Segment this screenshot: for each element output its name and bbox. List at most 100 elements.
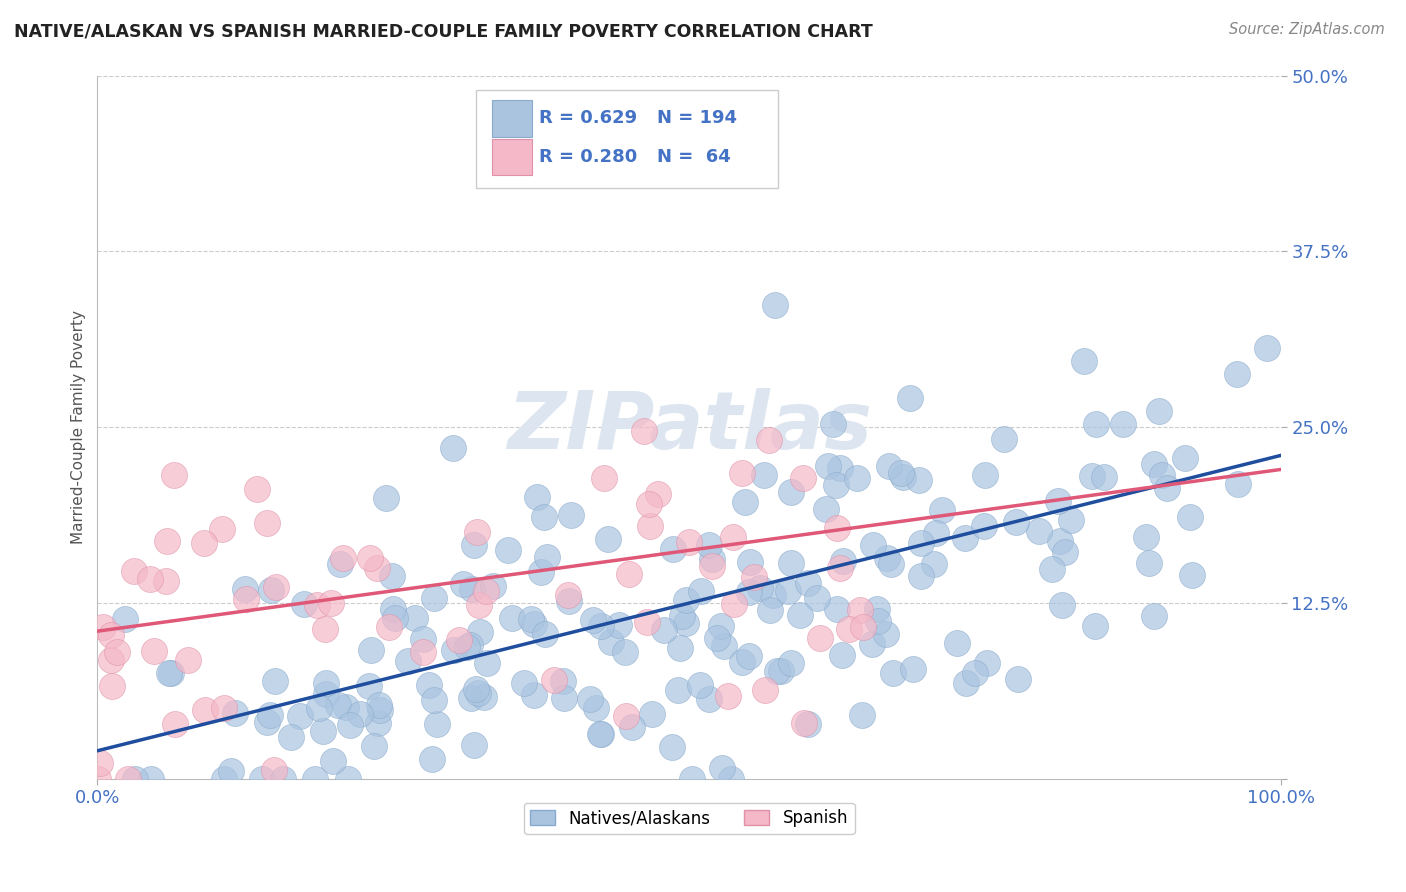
Point: [89, 756, 111, 771]
Point: [264, 673, 287, 688]
Point: [709, 619, 731, 633]
Text: R = 0.629: R = 0.629: [538, 110, 637, 128]
Point: [825, 478, 848, 492]
Point: [468, 625, 491, 640]
Point: [973, 467, 995, 482]
Point: [523, 688, 546, 702]
Point: [710, 761, 733, 775]
Point: [793, 716, 815, 731]
Point: [780, 485, 803, 500]
Point: [465, 681, 488, 696]
Point: [617, 567, 640, 582]
Point: [465, 524, 488, 539]
Point: [891, 470, 914, 484]
Point: [849, 603, 872, 617]
Point: [831, 554, 853, 568]
Point: [271, 772, 294, 786]
Point: [585, 701, 607, 715]
Point: [1178, 509, 1201, 524]
Point: [738, 585, 761, 599]
Point: [256, 516, 278, 530]
Point: [155, 574, 177, 588]
Point: [460, 582, 482, 597]
Point: [633, 425, 655, 439]
Point: [690, 584, 713, 599]
Point: [621, 720, 644, 734]
Point: [349, 707, 371, 722]
Point: [520, 612, 543, 626]
Point: [910, 536, 932, 550]
Point: [396, 654, 419, 668]
Point: [589, 726, 612, 740]
Point: [1084, 417, 1107, 431]
Point: [742, 570, 765, 584]
Point: [669, 640, 692, 655]
Point: [475, 583, 498, 598]
Point: [366, 561, 388, 575]
Point: [647, 486, 669, 500]
Point: [860, 637, 883, 651]
Point: [706, 631, 728, 645]
Point: [946, 635, 969, 649]
Point: [880, 557, 903, 571]
Point: [467, 686, 489, 700]
Point: [717, 689, 740, 703]
Point: [526, 490, 548, 504]
Point: [337, 772, 360, 786]
Point: [157, 666, 180, 681]
Point: [1073, 354, 1095, 368]
Point: [533, 510, 555, 524]
Point: [312, 723, 335, 738]
Point: [898, 391, 921, 405]
Point: [304, 772, 326, 786]
Point: [315, 687, 337, 701]
Point: [458, 638, 481, 652]
Point: [806, 591, 828, 606]
Point: [357, 679, 380, 693]
Point: [1092, 469, 1115, 483]
Point: [762, 587, 785, 601]
Point: [441, 441, 464, 455]
Point: [1060, 513, 1083, 527]
Point: [463, 738, 485, 752]
Point: [224, 706, 246, 721]
Point: [233, 582, 256, 596]
Point: [831, 648, 853, 662]
Point: [259, 582, 281, 597]
Point: [560, 508, 582, 522]
Point: [259, 708, 281, 723]
Point: [868, 614, 890, 628]
Point: [105, 644, 128, 658]
Point: [866, 602, 889, 616]
Point: [1226, 367, 1249, 381]
Point: [817, 459, 839, 474]
Point: [212, 701, 235, 715]
Point: [636, 615, 658, 629]
Point: [159, 665, 181, 680]
Point: [472, 690, 495, 704]
Point: [681, 772, 703, 786]
Point: [908, 474, 931, 488]
Point: [931, 503, 953, 517]
Point: [614, 645, 637, 659]
Point: [780, 657, 803, 671]
Point: [838, 622, 860, 636]
Point: [308, 701, 330, 715]
Point: [143, 644, 166, 658]
Point: [721, 531, 744, 545]
Point: [731, 655, 754, 669]
Point: [876, 551, 898, 566]
Point: [319, 596, 342, 610]
Point: [87, 772, 110, 786]
Point: [381, 569, 404, 583]
Point: [661, 740, 683, 755]
Point: [808, 632, 831, 646]
Point: [882, 666, 904, 681]
Point: [219, 764, 242, 778]
Point: [114, 612, 136, 626]
Point: [322, 754, 344, 768]
FancyBboxPatch shape: [477, 89, 778, 188]
Point: [797, 716, 820, 731]
Point: [910, 568, 932, 582]
Point: [766, 665, 789, 679]
